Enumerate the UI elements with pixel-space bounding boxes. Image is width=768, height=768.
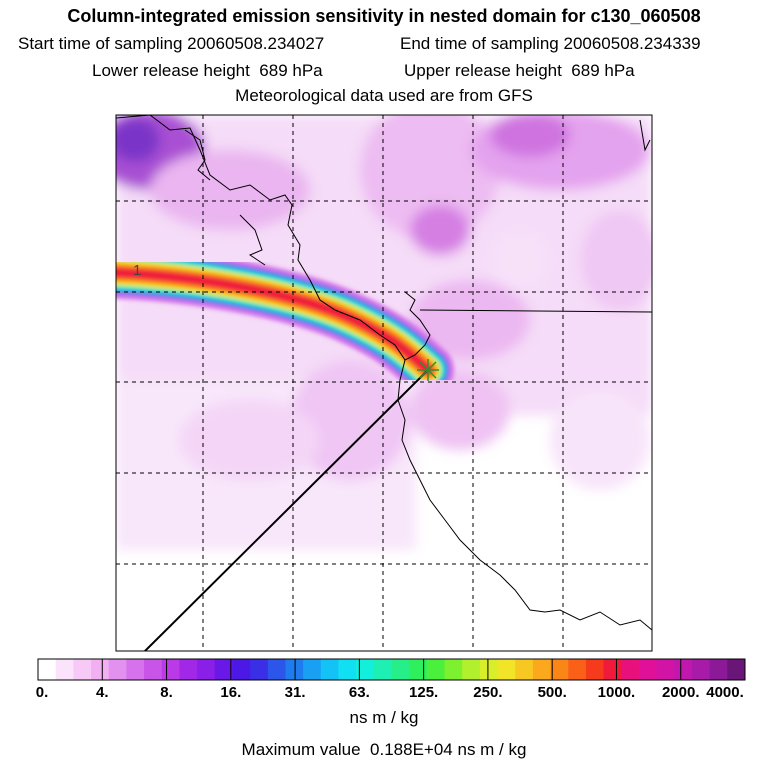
start-time: Start time of sampling 20060508.234027 bbox=[18, 34, 324, 54]
colorbar-swatch bbox=[409, 659, 428, 680]
colorbar-swatch bbox=[709, 659, 728, 680]
lower-height: Lower release height 689 hPa bbox=[92, 61, 323, 81]
colorbar-swatch bbox=[73, 659, 92, 680]
flight-track bbox=[144, 369, 429, 651]
colorbar-swatch bbox=[55, 659, 74, 680]
colorbar-swatch bbox=[462, 659, 481, 680]
start-label: Start time of sampling bbox=[18, 34, 183, 53]
end-value: 20060508.234339 bbox=[563, 34, 701, 53]
colorbar-swatch bbox=[214, 659, 233, 680]
colorbar-swatch bbox=[550, 659, 569, 680]
colorbar-swatch bbox=[497, 659, 516, 680]
colorbar-swatch bbox=[585, 659, 605, 680]
colorbar-tick-label: 4. bbox=[96, 684, 109, 701]
lower-value: 689 hPa bbox=[259, 61, 323, 80]
colorbar-swatch bbox=[656, 659, 675, 680]
colorbar-swatch bbox=[691, 659, 711, 680]
colorbar-swatch bbox=[638, 659, 658, 680]
colorbar-swatch bbox=[303, 659, 322, 680]
colorbar-swatch bbox=[179, 659, 198, 680]
legend-unit: ns m / kg bbox=[349, 708, 419, 727]
colorbar-swatch bbox=[320, 659, 339, 680]
colorbar-swatch bbox=[197, 659, 216, 680]
colorbar-tick-label: 31. bbox=[284, 684, 306, 701]
colorbar-tick-label: 8. bbox=[160, 684, 173, 701]
colorbar bbox=[37, 658, 746, 681]
colorbar-swatch bbox=[161, 659, 180, 680]
coastline bbox=[116, 115, 652, 631]
colorbar-swatch bbox=[532, 659, 552, 680]
colorbar-swatch bbox=[515, 659, 534, 680]
colorbar-tick-label: 63. bbox=[348, 684, 370, 701]
colorbar-frame bbox=[37, 658, 746, 681]
colorbar-swatch bbox=[444, 659, 463, 680]
colorbar-swatch bbox=[373, 659, 392, 680]
max-value: 0.188E+04 bbox=[370, 740, 453, 759]
colorbar-swatch bbox=[250, 659, 269, 680]
colorbar-swatch bbox=[108, 659, 127, 680]
colorbar-tick-label: 125. bbox=[409, 684, 439, 701]
colorbar-swatch bbox=[356, 659, 375, 680]
colorbar-swatch bbox=[38, 659, 57, 680]
end-time: End time of sampling 20060508.234339 bbox=[400, 34, 701, 54]
plume bbox=[116, 246, 454, 396]
upper-value: 689 hPa bbox=[571, 61, 635, 80]
colorbar-swatch bbox=[727, 659, 746, 680]
colorbar-swatch bbox=[285, 659, 304, 680]
start-value: 20060508.234027 bbox=[187, 34, 325, 53]
grid bbox=[116, 115, 652, 651]
plot-title: Column-integrated emission sensitivity i… bbox=[67, 6, 701, 26]
colorbar-tick-label: 16. bbox=[220, 684, 242, 701]
colorbar-swatch bbox=[267, 659, 286, 680]
colorbar-tick-label: 500. bbox=[537, 684, 567, 701]
max-unit: ns m / kg bbox=[457, 740, 527, 759]
met-note: Meteorological data used are from GFS bbox=[235, 86, 533, 105]
upper-label: Upper release height bbox=[404, 61, 562, 80]
colorbar-tick-label: 0. bbox=[35, 684, 49, 701]
colorbar-swatch bbox=[91, 659, 110, 680]
colorbar-swatch bbox=[232, 659, 251, 680]
colorbar-swatch bbox=[426, 659, 446, 680]
colorbar-swatch bbox=[674, 659, 693, 680]
colorbar-tick-label: 250. bbox=[473, 684, 503, 701]
max-label: Maximum value bbox=[241, 740, 361, 759]
colorbar-tick-label: 4000. bbox=[706, 684, 744, 701]
end-label: End time of sampling bbox=[400, 34, 559, 53]
colorbar-swatch bbox=[568, 659, 587, 680]
colorbar-tick-label: 2000. bbox=[661, 684, 700, 701]
plume-label: 1 bbox=[133, 262, 141, 279]
colorbar-swatch bbox=[621, 659, 640, 680]
release-marker-icon bbox=[417, 359, 439, 381]
colorbar-swatch bbox=[479, 659, 499, 680]
colorbar-swatch bbox=[603, 659, 622, 680]
colorbar-swatch bbox=[126, 659, 145, 680]
upper-height: Upper release height 689 hPa bbox=[404, 61, 635, 81]
colorbar-tick-label: 1000. bbox=[597, 684, 636, 701]
colorbar-swatch bbox=[338, 659, 357, 680]
colorbar-swatch bbox=[144, 659, 163, 680]
lower-label: Lower release height bbox=[92, 61, 250, 80]
colorbar-swatch bbox=[391, 659, 410, 680]
map-frame bbox=[115, 114, 653, 652]
max-value-line: Maximum value 0.188E+04 ns m / kg bbox=[0, 740, 768, 760]
